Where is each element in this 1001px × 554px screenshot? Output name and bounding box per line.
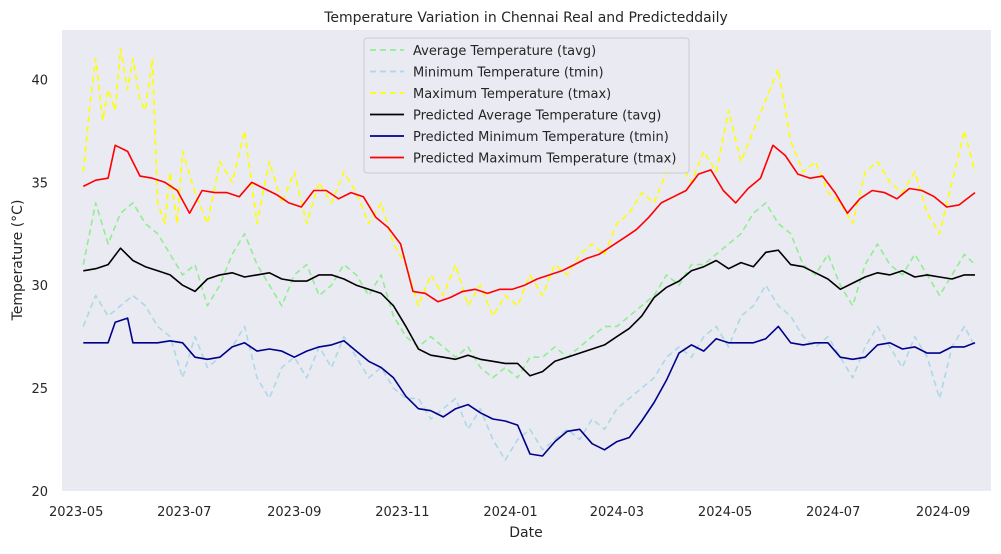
chart-title: Temperature Variation in Chennai Real an… [323, 10, 728, 26]
legend-label: Minimum Temperature (tmin) [413, 66, 604, 81]
x-axis-label: Date [509, 525, 542, 541]
y-tick-label: 20 [31, 485, 48, 500]
x-tick-label: 2023-11 [375, 505, 429, 520]
x-tick-label: 2024-01 [483, 505, 537, 520]
y-tick-label: 35 [31, 176, 48, 191]
legend: Average Temperature (tavg) Minimum Temper… [363, 37, 690, 174]
series-line-5 [83, 317, 976, 457]
legend-label: Average Temperature (tavg) [413, 44, 596, 59]
x-tick-label: 2024-09 [916, 505, 970, 520]
y-tick-label: 25 [31, 382, 48, 397]
y-tick-label: 40 [31, 73, 48, 88]
legend-label: Predicted Minimum Temperature (tmin) [413, 130, 669, 145]
legend-label: Predicted Average Temperature (tavg) [413, 109, 661, 124]
x-tick-label: 2023-09 [267, 505, 321, 520]
x-tick-labels: 2023-05 2023-07 2023-09 2023-11 2024-01 2024-… [49, 505, 970, 520]
y-axis-label: Temperature (°C) [10, 200, 26, 322]
legend-label: Predicted Maximum Temperature (tmax) [413, 152, 676, 167]
series-line-6 [82, 144, 976, 303]
y-tick-labels: 20 25 30 35 40 [31, 73, 48, 500]
x-tick-label: 2024-03 [590, 505, 644, 520]
y-tick-label: 30 [31, 279, 48, 294]
series-line-2 [82, 284, 976, 461]
x-tick-label: 2023-07 [157, 505, 211, 520]
legend-label: Maximum Temperature (tmax) [413, 87, 611, 102]
series-line-4 [83, 247, 975, 377]
series-line-3 [82, 47, 976, 317]
x-tick-label: 2023-05 [49, 505, 103, 520]
x-tick-label: 2024-07 [806, 505, 860, 520]
series-layer [82, 47, 976, 461]
legend-box [363, 37, 690, 174]
x-tick-label: 2024-05 [698, 505, 752, 520]
